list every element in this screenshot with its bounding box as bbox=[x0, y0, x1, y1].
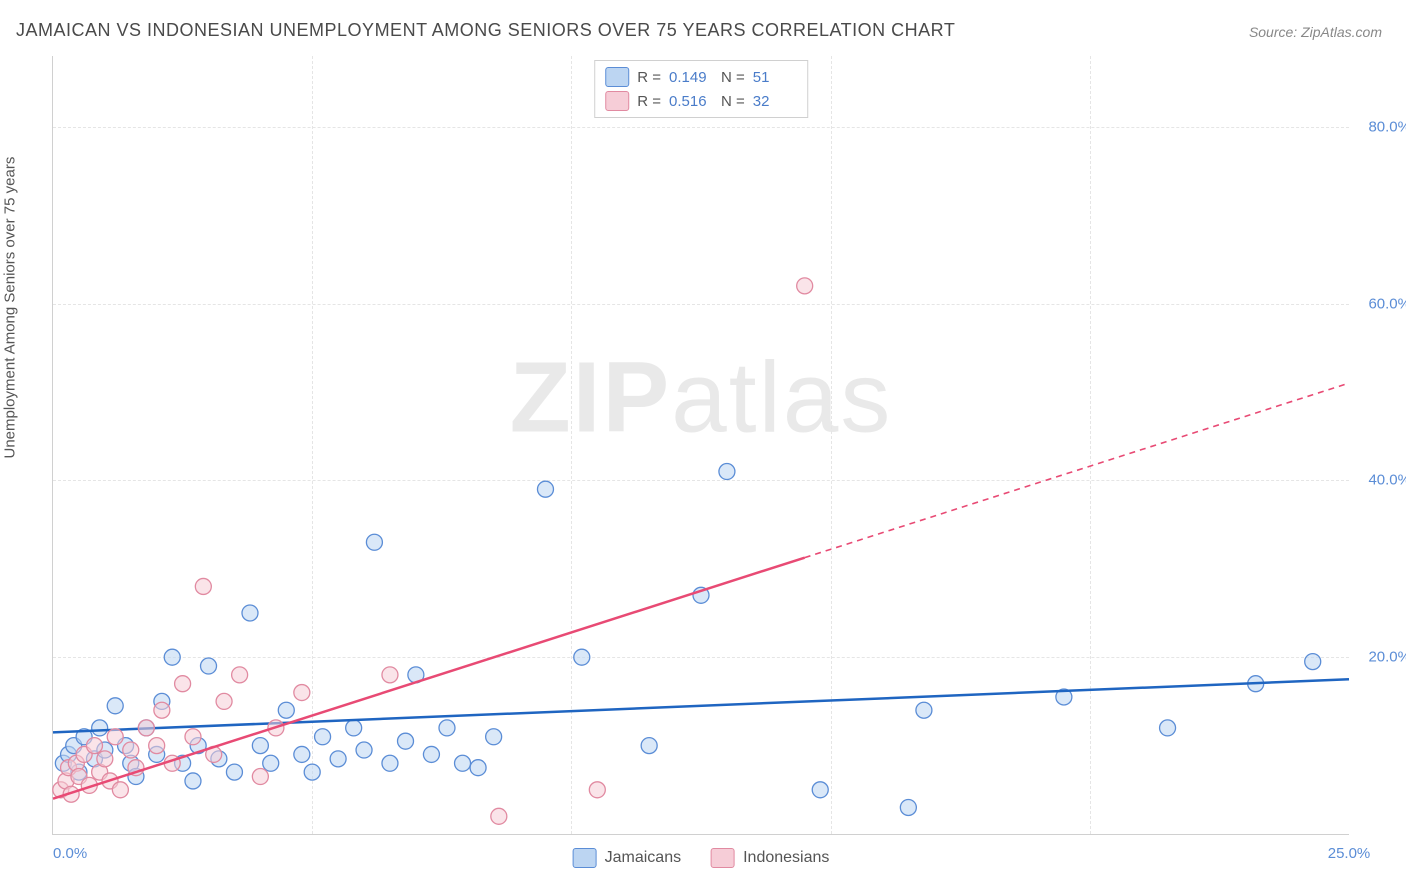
scatter-point-jamaicans bbox=[1160, 720, 1176, 736]
value-n-indonesians: 32 bbox=[753, 93, 797, 110]
swatch-jamaicans bbox=[573, 848, 597, 868]
y-tick-label: 20.0% bbox=[1368, 649, 1406, 666]
scatter-point-indonesians bbox=[175, 676, 191, 692]
scatter-point-jamaicans bbox=[574, 649, 590, 665]
value-r-jamaicans: 0.149 bbox=[669, 69, 713, 86]
label-n: N = bbox=[721, 69, 745, 86]
scatter-point-indonesians bbox=[589, 782, 605, 798]
scatter-point-jamaicans bbox=[439, 720, 455, 736]
scatter-point-indonesians bbox=[216, 693, 232, 709]
x-tick-label: 0.0% bbox=[53, 845, 87, 862]
x-tick-label: 25.0% bbox=[1328, 845, 1371, 862]
scatter-point-jamaicans bbox=[185, 773, 201, 789]
swatch-jamaicans bbox=[605, 67, 629, 87]
legend-item-jamaicans: Jamaicans bbox=[573, 848, 681, 868]
scatter-point-jamaicans bbox=[330, 751, 346, 767]
statbox-row-jamaicans: R = 0.149 N = 51 bbox=[605, 65, 797, 89]
scatter-point-jamaicans bbox=[263, 755, 279, 771]
scatter-point-indonesians bbox=[97, 751, 113, 767]
chart-title: JAMAICAN VS INDONESIAN UNEMPLOYMENT AMON… bbox=[16, 20, 955, 41]
scatter-point-indonesians bbox=[138, 720, 154, 736]
scatter-point-jamaicans bbox=[382, 755, 398, 771]
scatter-point-indonesians bbox=[232, 667, 248, 683]
scatter-point-jamaicans bbox=[1305, 654, 1321, 670]
scatter-point-indonesians bbox=[107, 729, 123, 745]
scatter-point-indonesians bbox=[491, 808, 507, 824]
scatter-point-jamaicans bbox=[304, 764, 320, 780]
legend-label-indonesians: Indonesians bbox=[743, 849, 829, 867]
scatter-point-indonesians bbox=[294, 685, 310, 701]
legend-item-indonesians: Indonesians bbox=[711, 848, 829, 868]
scatter-point-jamaicans bbox=[315, 729, 331, 745]
scatter-point-indonesians bbox=[112, 782, 128, 798]
scatter-point-indonesians bbox=[382, 667, 398, 683]
scatter-point-jamaicans bbox=[398, 733, 414, 749]
scatter-point-indonesians bbox=[149, 738, 165, 754]
statbox-row-indonesians: R = 0.516 N = 32 bbox=[605, 89, 797, 113]
scatter-point-jamaicans bbox=[201, 658, 217, 674]
scatter-point-jamaicans bbox=[346, 720, 362, 736]
value-r-indonesians: 0.516 bbox=[669, 93, 713, 110]
scatter-point-jamaicans bbox=[107, 698, 123, 714]
scatter-point-jamaicans bbox=[356, 742, 372, 758]
swatch-indonesians bbox=[605, 91, 629, 111]
plot-area: ZIPatlas 20.0%40.0%60.0%80.0%0.0%25.0% R… bbox=[52, 56, 1349, 835]
chart-source: Source: ZipAtlas.com bbox=[1249, 24, 1382, 40]
swatch-indonesians bbox=[711, 848, 735, 868]
scatter-point-indonesians bbox=[797, 278, 813, 294]
scatter-point-jamaicans bbox=[719, 464, 735, 480]
scatter-point-jamaicans bbox=[294, 746, 310, 762]
scatter-point-indonesians bbox=[185, 729, 201, 745]
scatter-point-indonesians bbox=[154, 702, 170, 718]
scatter-overlay bbox=[53, 56, 1349, 834]
scatter-point-jamaicans bbox=[900, 799, 916, 815]
scatter-point-jamaicans bbox=[92, 720, 108, 736]
scatter-point-jamaicans bbox=[470, 760, 486, 776]
value-n-jamaicans: 51 bbox=[753, 69, 797, 86]
correlation-statbox: R = 0.149 N = 51 R = 0.516 N = 32 bbox=[594, 60, 808, 118]
scatter-point-jamaicans bbox=[242, 605, 258, 621]
label-r: R = bbox=[637, 93, 661, 110]
scatter-point-jamaicans bbox=[641, 738, 657, 754]
scatter-point-jamaicans bbox=[226, 764, 242, 780]
y-tick-label: 40.0% bbox=[1368, 472, 1406, 489]
scatter-point-jamaicans bbox=[366, 534, 382, 550]
scatter-point-indonesians bbox=[123, 742, 139, 758]
scatter-point-jamaicans bbox=[916, 702, 932, 718]
scatter-point-jamaicans bbox=[278, 702, 294, 718]
trendline-indonesians-extrapolated bbox=[805, 383, 1349, 558]
scatter-point-indonesians bbox=[195, 578, 211, 594]
y-axis-label: Unemployment Among Seniors over 75 years bbox=[2, 157, 19, 459]
y-tick-label: 80.0% bbox=[1368, 118, 1406, 135]
scatter-point-jamaicans bbox=[423, 746, 439, 762]
scatter-point-jamaicans bbox=[812, 782, 828, 798]
label-r: R = bbox=[637, 69, 661, 86]
scatter-point-indonesians bbox=[86, 738, 102, 754]
label-n: N = bbox=[721, 93, 745, 110]
y-tick-label: 60.0% bbox=[1368, 295, 1406, 312]
trendline-jamaicans bbox=[53, 679, 1349, 732]
legend: Jamaicans Indonesians bbox=[573, 848, 830, 868]
scatter-point-jamaicans bbox=[486, 729, 502, 745]
scatter-point-jamaicans bbox=[537, 481, 553, 497]
scatter-point-jamaicans bbox=[164, 649, 180, 665]
legend-label-jamaicans: Jamaicans bbox=[605, 849, 681, 867]
scatter-point-indonesians bbox=[252, 769, 268, 785]
scatter-point-jamaicans bbox=[252, 738, 268, 754]
scatter-point-jamaicans bbox=[455, 755, 471, 771]
